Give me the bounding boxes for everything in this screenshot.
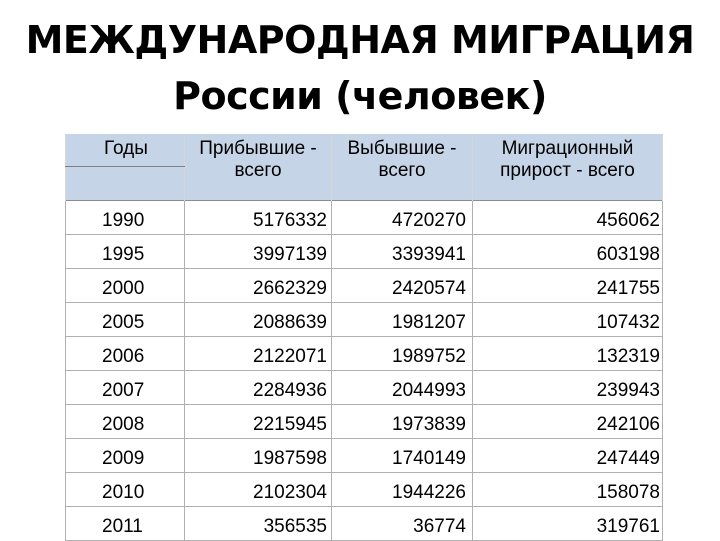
cell-growth: 239943 (472, 370, 663, 405)
cell-departed: 1981207 (331, 302, 473, 337)
cell-year: 2000 (65, 268, 185, 303)
cell-growth: 132319 (472, 336, 663, 371)
cell-arrived: 2215945 (184, 404, 332, 439)
migration-table: Годы Прибывшие - всего Выбывшие - всего … (65, 134, 663, 541)
cell-growth: 107432 (472, 302, 663, 337)
cell-departed: 1740149 (331, 438, 473, 473)
cell-year: 1990 (65, 200, 185, 235)
cell-departed: 1989752 (331, 336, 473, 371)
cell-arrived: 2662329 (184, 268, 332, 303)
cell-year: 2010 (65, 472, 185, 507)
cell-departed: 1944226 (331, 472, 473, 507)
cell-departed: 2044993 (331, 370, 473, 405)
slide-title-line-1: МЕЖДУНАРОДНАЯ МИГРАЦИЯ (25, 18, 695, 62)
cell-growth: 247449 (472, 438, 663, 473)
table-row: 1990 5176332 4720270 456062 (65, 200, 663, 235)
cell-arrived: 2102304 (184, 472, 332, 507)
cell-departed: 2420574 (331, 268, 473, 303)
cell-year: 2006 (65, 336, 185, 371)
cell-arrived: 356535 (184, 506, 332, 541)
cell-year: 2008 (65, 404, 185, 439)
header-years-spacer (65, 166, 185, 201)
cell-growth: 158078 (472, 472, 663, 507)
header-years: Годы (65, 134, 185, 167)
header-growth: Миграционный прирост - всего (472, 134, 663, 201)
cell-arrived: 3997139 (184, 234, 332, 269)
table-row: 2000 2662329 2420574 241755 (65, 268, 663, 303)
cell-arrived: 2088639 (184, 302, 332, 337)
table-row: 2011 356535 36774 319761 (65, 506, 663, 541)
table-body: 1990 5176332 4720270 456062 1995 3997139 33939… (65, 200, 663, 541)
cell-growth: 241755 (472, 268, 663, 303)
cell-year: 2007 (65, 370, 185, 405)
cell-departed: 4720270 (331, 200, 473, 235)
cell-year: 1995 (65, 234, 185, 269)
cell-arrived: 5176332 (184, 200, 332, 235)
table-row: 1995 3997139 3393941 603198 (65, 234, 663, 269)
cell-growth: 319761 (472, 506, 663, 541)
slide-title-line-2: России (человек) (173, 74, 547, 118)
cell-growth: 456062 (472, 200, 663, 235)
header-departed: Выбывшие - всего (331, 134, 473, 201)
cell-arrived: 1987598 (184, 438, 332, 473)
table-row: 2010 2102304 1944226 158078 (65, 472, 663, 507)
cell-year: 2009 (65, 438, 185, 473)
cell-departed: 36774 (331, 506, 473, 541)
cell-departed: 1973839 (331, 404, 473, 439)
cell-year: 2005 (65, 302, 185, 337)
cell-departed: 3393941 (331, 234, 473, 269)
cell-arrived: 2284936 (184, 370, 332, 405)
table-row: 2007 2284936 2044993 239943 (65, 370, 663, 405)
table-header: Годы Прибывшие - всего Выбывшие - всего … (65, 134, 663, 201)
table-row: 2009 1987598 1740149 247449 (65, 438, 663, 473)
header-arrived: Прибывшие - всего (184, 134, 332, 201)
cell-year: 2011 (65, 506, 185, 541)
table-row: 2006 2122071 1989752 132319 (65, 336, 663, 371)
table-row: 2005 2088639 1981207 107432 (65, 302, 663, 337)
cell-growth: 603198 (472, 234, 663, 269)
cell-arrived: 2122071 (184, 336, 332, 371)
table-row: 2008 2215945 1973839 242106 (65, 404, 663, 439)
cell-growth: 242106 (472, 404, 663, 439)
